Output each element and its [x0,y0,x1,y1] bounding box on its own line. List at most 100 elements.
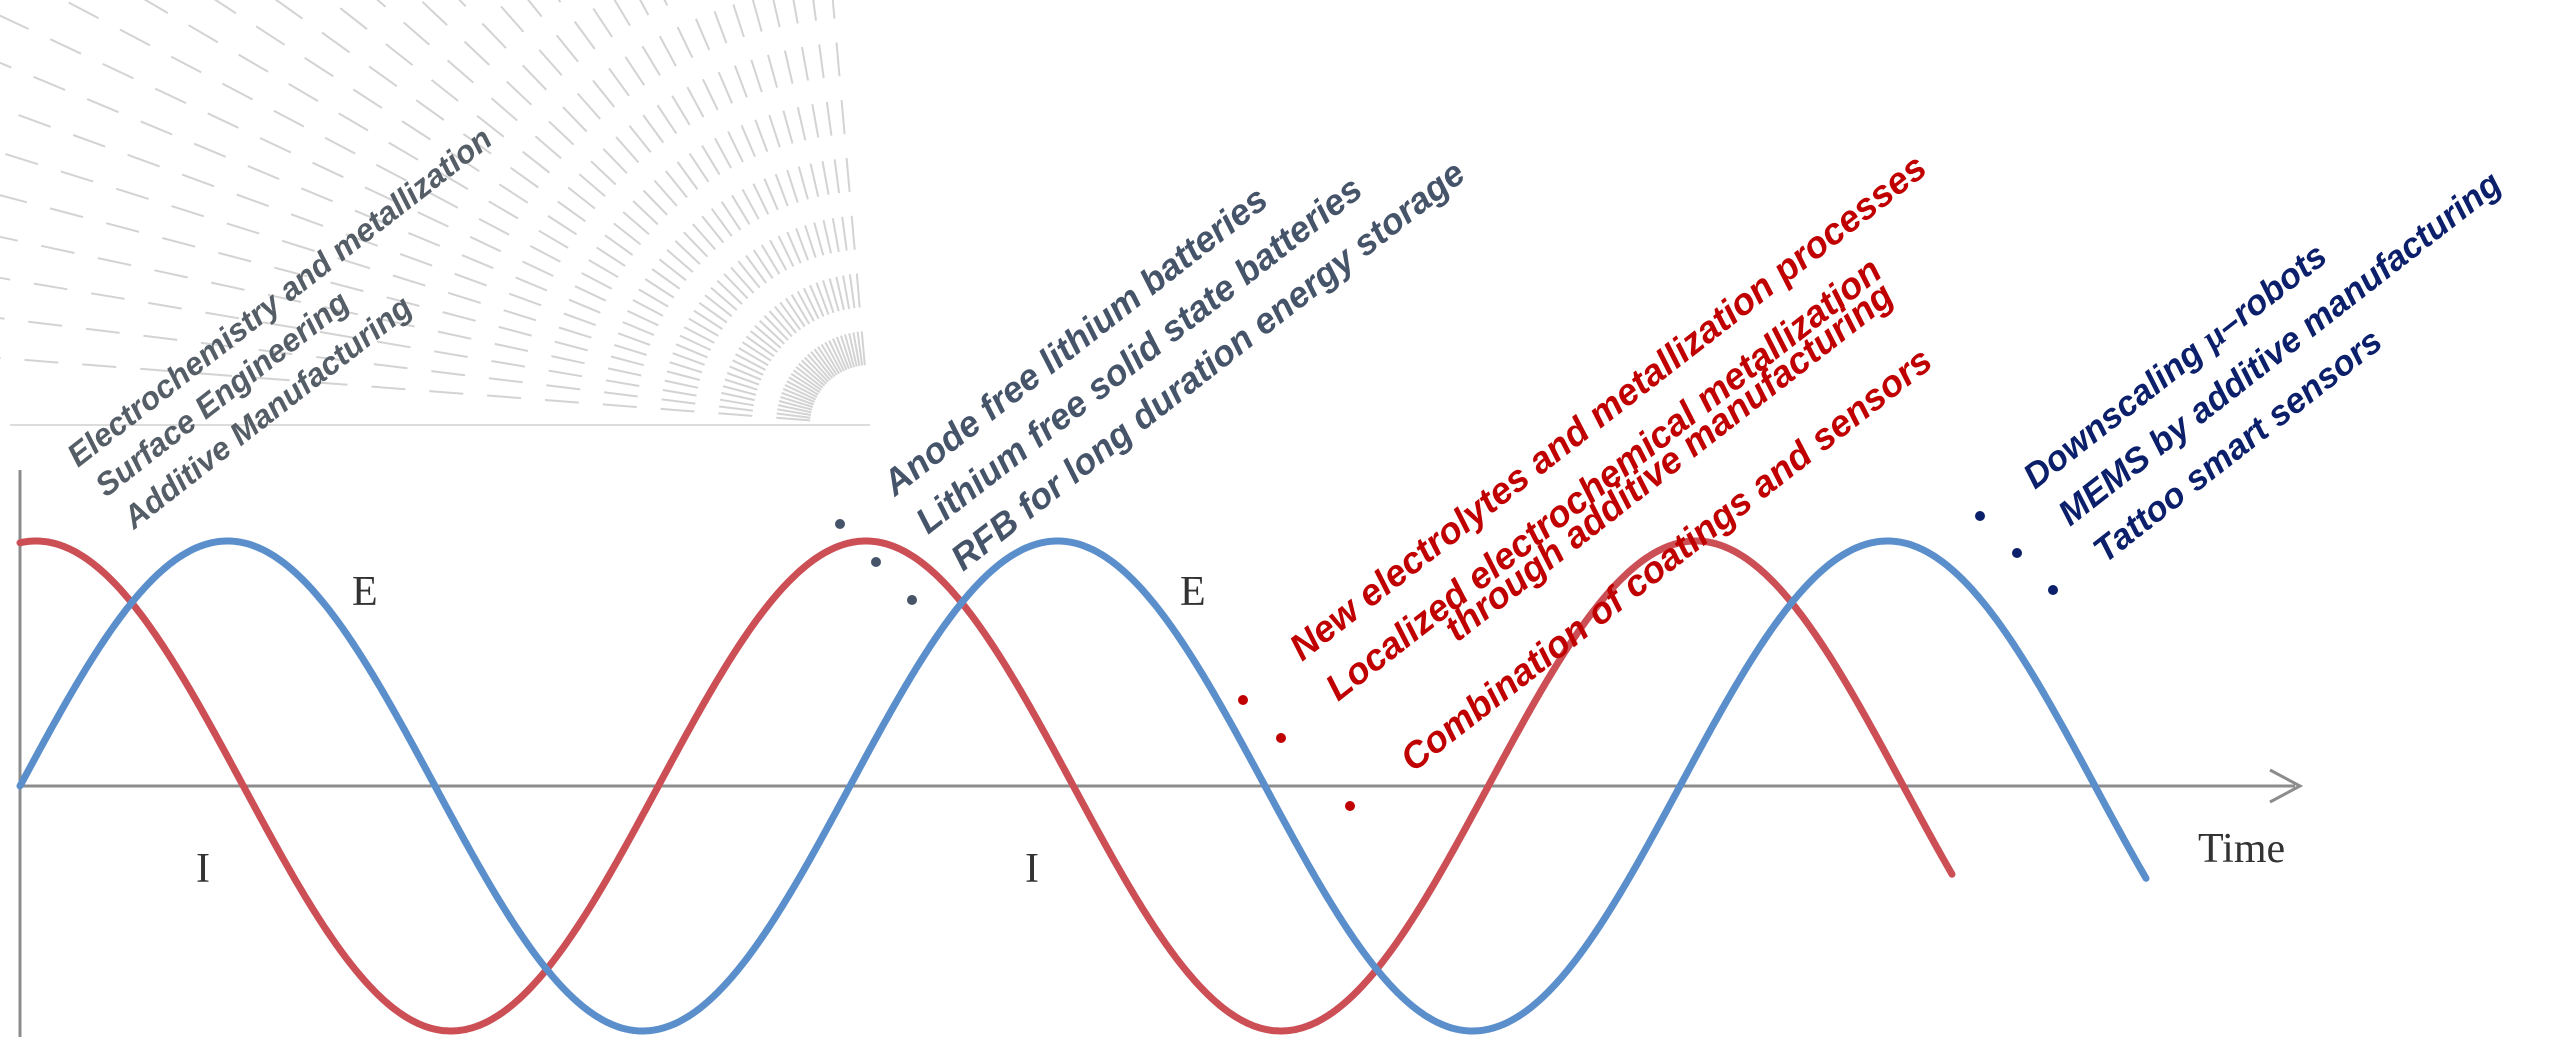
hatch-stroke [752,183,770,215]
hatch-stroke [581,272,613,290]
hatch-stroke [714,137,732,169]
hatch-stroke [547,215,578,236]
hatch-stroke [82,363,117,368]
hatch-stroke [701,145,721,176]
hatch-stroke [454,272,487,287]
hatch-stroke [710,287,738,311]
hatch-stroke [721,391,755,402]
hatch-stroke [828,278,840,312]
hatch-stroke [769,239,788,271]
hatch-stroke [793,369,822,391]
hatch-stroke [658,35,677,67]
hatch-stroke [698,301,728,324]
hatch-stroke [615,136,640,164]
hatch-stroke [417,211,449,228]
hatch-stroke [786,231,802,264]
hatch-stroke [607,367,642,377]
hatch-stroke [730,266,755,294]
hatch-stroke [458,0,467,7]
hatch-stroke [860,331,866,366]
hatch-stroke [590,160,617,186]
hatch-stroke [481,22,507,49]
hatch-stroke [811,104,820,138]
hatch-stroke [488,200,519,220]
hatch-stroke [718,412,753,417]
hatch-stroke [804,224,817,258]
hatch-stroke [672,352,705,366]
hatch-stroke [850,215,856,250]
hatch-stroke [679,334,712,352]
hatch-stroke [534,135,562,160]
hatch-stroke [0,357,1,360]
hatch-stroke [802,287,820,320]
hatch-stroke [664,170,688,199]
hatch-stroke [376,0,387,8]
hatch-stroke [49,38,82,55]
hatch-stroke [796,106,807,141]
hatch-stroke [488,377,523,384]
hatch-stroke [738,347,769,367]
hatch-stroke [218,251,252,263]
hatch-stroke [490,97,518,122]
hatch-stroke [399,253,433,267]
bullet [1345,801,1355,811]
hatch-stroke [632,200,659,226]
hatch-stroke [790,294,811,325]
hatch-stroke [102,62,134,80]
hatch-stroke [181,173,215,188]
hatch-stroke [692,223,717,251]
hatch-stroke [790,372,821,394]
hatch-stroke [573,20,596,50]
bullet [2048,585,2058,595]
hatch-stroke [778,400,813,411]
hatch-stroke [642,114,665,144]
hatch-stroke [568,298,601,314]
hatch-stroke [622,321,655,337]
hatch-stroke [724,378,758,391]
hatch-stroke [352,88,383,109]
hatch-stroke [763,315,789,341]
hatch-stroke [776,416,811,422]
hatch-stroke [674,240,701,265]
hatch-stroke [603,391,638,398]
hatch-stroke [546,384,581,391]
hatch-stroke [478,218,510,236]
hatch-stroke [758,319,785,345]
hatch-stroke [801,359,828,385]
hatch-stroke [0,14,29,30]
hatch-stroke [733,65,748,98]
hatch-stroke [754,119,769,153]
hatch-stroke [722,385,757,396]
hatch-stroke [90,292,125,300]
hatch-stroke [197,372,232,377]
hatch-stroke [602,403,637,408]
hatch-stroke [822,280,835,314]
hatch-stroke [777,235,795,267]
hatch-stroke [354,209,387,225]
hatch-stroke [312,161,344,179]
hatch-stroke [741,341,772,362]
hatch-stroke [401,120,432,141]
hatch-stroke [845,157,851,192]
hatch-stroke [85,327,120,334]
hatch-stroke [558,326,592,339]
hatch-stroke [140,367,175,373]
hatch-stroke [822,219,832,254]
hatch-stroke [427,190,459,209]
item-localized-metallization: Localized electrochemical metallization [1318,249,1889,708]
hatch-stroke [717,71,734,104]
hatch-stroke [610,355,645,367]
hatch-stroke [127,153,160,168]
hatch-stroke [831,218,840,252]
hatch-stroke [143,334,178,341]
hatch-stroke [726,372,760,386]
hatch-stroke [0,235,18,242]
hatch-stroke [686,86,705,118]
hatch-stroke [832,338,848,371]
hatch-stroke [555,34,579,63]
hatch-stroke [803,356,830,383]
hatch-stroke [683,231,709,258]
hatch-stroke [596,246,626,267]
hatch-stroke [831,0,836,19]
hatch-stroke [723,273,749,300]
